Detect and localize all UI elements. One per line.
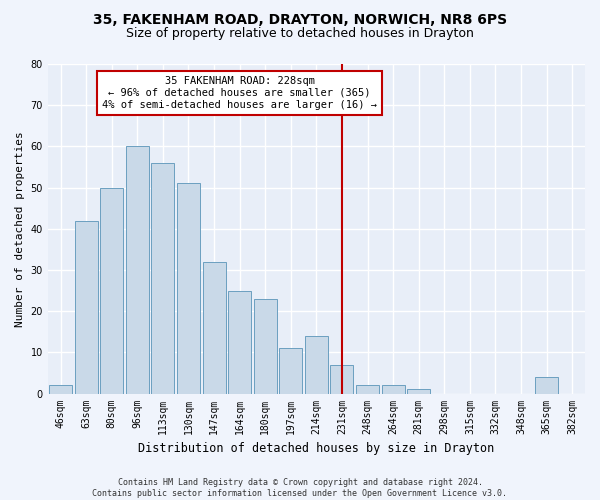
Bar (331, 364, 353, 394)
Bar (535, 377, 558, 394)
Text: 35 FAKENHAM ROAD: 228sqm
← 96% of detached houses are smaller (365)
4% of semi-d: 35 FAKENHAM ROAD: 228sqm ← 96% of detach… (102, 76, 377, 110)
Bar (203, 262, 226, 394)
Bar (49, 386, 72, 394)
Bar (126, 146, 149, 394)
Bar (280, 348, 302, 394)
X-axis label: Distribution of detached houses by size in Drayton: Distribution of detached houses by size … (138, 442, 494, 455)
Bar (254, 299, 277, 394)
Bar (151, 163, 175, 394)
Bar (382, 386, 404, 394)
Bar (356, 386, 379, 394)
Bar (305, 336, 328, 394)
Y-axis label: Number of detached properties: Number of detached properties (15, 131, 25, 326)
Text: 35, FAKENHAM ROAD, DRAYTON, NORWICH, NR8 6PS: 35, FAKENHAM ROAD, DRAYTON, NORWICH, NR8… (93, 12, 507, 26)
Text: Contains HM Land Registry data © Crown copyright and database right 2024.
Contai: Contains HM Land Registry data © Crown c… (92, 478, 508, 498)
Bar (228, 290, 251, 394)
Bar (74, 220, 98, 394)
Bar (177, 184, 200, 394)
Bar (100, 188, 123, 394)
Bar (407, 390, 430, 394)
Text: Size of property relative to detached houses in Drayton: Size of property relative to detached ho… (126, 28, 474, 40)
